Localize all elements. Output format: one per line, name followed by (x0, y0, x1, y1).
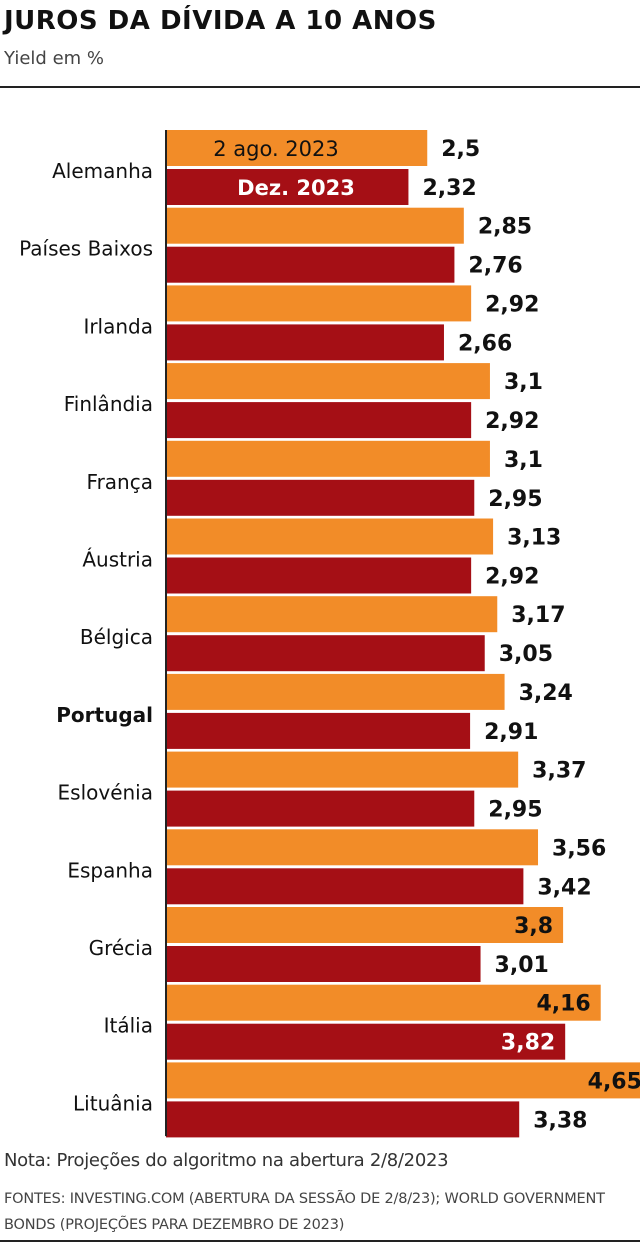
value-label: 3,05 (499, 642, 553, 667)
value-label: 2,5 (441, 137, 480, 162)
bar-dec-2023 (166, 324, 444, 361)
bar-aug-2023 (166, 130, 428, 166)
value-label: 3,8 (514, 914, 553, 939)
value-label: 2,91 (484, 720, 538, 745)
category-label: Áustria (82, 548, 153, 572)
category-label: Lituânia (73, 1091, 153, 1115)
bar-aug-2023 (166, 1062, 640, 1099)
bar-aug-2023 (166, 673, 505, 710)
value-label: 2,92 (485, 292, 539, 317)
bar-aug-2023 (166, 207, 464, 244)
category-label: Eslovénia (58, 781, 153, 805)
category-label: Itália (104, 1014, 153, 1038)
category-label: Alemanha (52, 159, 153, 183)
value-label: 3,38 (533, 1108, 587, 1133)
value-label: 4,65 (588, 1069, 640, 1094)
bar-aug-2023 (166, 751, 519, 788)
value-label: 2,85 (478, 215, 532, 240)
bar-dec-2023 (166, 712, 471, 749)
value-label: 3,42 (537, 875, 591, 900)
chart-note: Nota: Projeções do algoritmo na abertura… (4, 1150, 449, 1171)
chart-title: JUROS DA DÍVIDA A 10 ANOS (4, 6, 437, 36)
category-label: Grécia (89, 936, 153, 960)
category-label: Bélgica (80, 625, 153, 649)
bar-dec-2023 (166, 169, 409, 205)
value-label: 3,37 (532, 759, 586, 784)
bar-dec-2023 (166, 635, 485, 672)
bar-dec-2023 (166, 246, 455, 283)
bar-aug-2023 (166, 363, 490, 400)
legend-entry: Dez. 2023 (237, 176, 355, 200)
value-label: 3,13 (507, 526, 561, 551)
value-label: 2,92 (485, 565, 539, 590)
category-label: Países Baixos (19, 237, 153, 261)
bar-chart: Alemanha 2,5 2,32 2 ago. 2023 Dez. 2023 Paíse… (19, 130, 640, 1138)
bar-dec-2023 (166, 402, 472, 439)
value-label: 2,66 (458, 331, 512, 356)
bar-dec-2023 (166, 868, 524, 905)
legend-entry: 2 ago. 2023 (213, 137, 339, 161)
category-label: Espanha (67, 858, 153, 882)
category-label: Portugal (56, 703, 153, 727)
bar-aug-2023 (166, 907, 564, 943)
bar-aug-2023 (166, 596, 498, 633)
value-label: 2,76 (468, 254, 522, 279)
bar-dec-2023 (166, 790, 475, 827)
chart-sources: FONTES: INVESTING.COM (ABERTURA DA SESSÃ… (4, 1191, 605, 1233)
chart-subtitle: Yield em % (4, 48, 105, 69)
bar-aug-2023 (166, 440, 490, 477)
bar-dec-2023 (166, 1023, 566, 1060)
value-label: 3,1 (504, 370, 543, 395)
bar-dec-2023 (166, 1101, 520, 1138)
value-label: 2,95 (488, 798, 542, 823)
value-label: 3,1 (504, 448, 543, 473)
value-label: 3,17 (511, 603, 565, 628)
bar-aug-2023 (166, 984, 601, 1021)
bar-aug-2023 (166, 285, 472, 322)
value-label: 4,16 (536, 992, 590, 1017)
bar-aug-2023 (166, 518, 494, 555)
category-label: Finlândia (64, 392, 153, 416)
bar-dec-2023 (166, 479, 475, 516)
category-label: França (87, 470, 153, 494)
value-label: 2,92 (485, 409, 539, 434)
bar-aug-2023 (166, 829, 539, 866)
value-label: 2,32 (422, 176, 476, 201)
top-rule (0, 86, 640, 88)
value-label: 3,01 (495, 953, 549, 978)
bar-dec-2023 (166, 557, 472, 594)
value-label: 3,24 (519, 681, 573, 706)
value-label: 2,95 (488, 487, 542, 512)
bar-dec-2023 (166, 946, 481, 982)
value-label: 3,82 (501, 1031, 555, 1056)
value-label: 3,56 (552, 836, 606, 861)
bottom-rule (0, 1240, 640, 1242)
category-label: Irlanda (83, 314, 153, 338)
